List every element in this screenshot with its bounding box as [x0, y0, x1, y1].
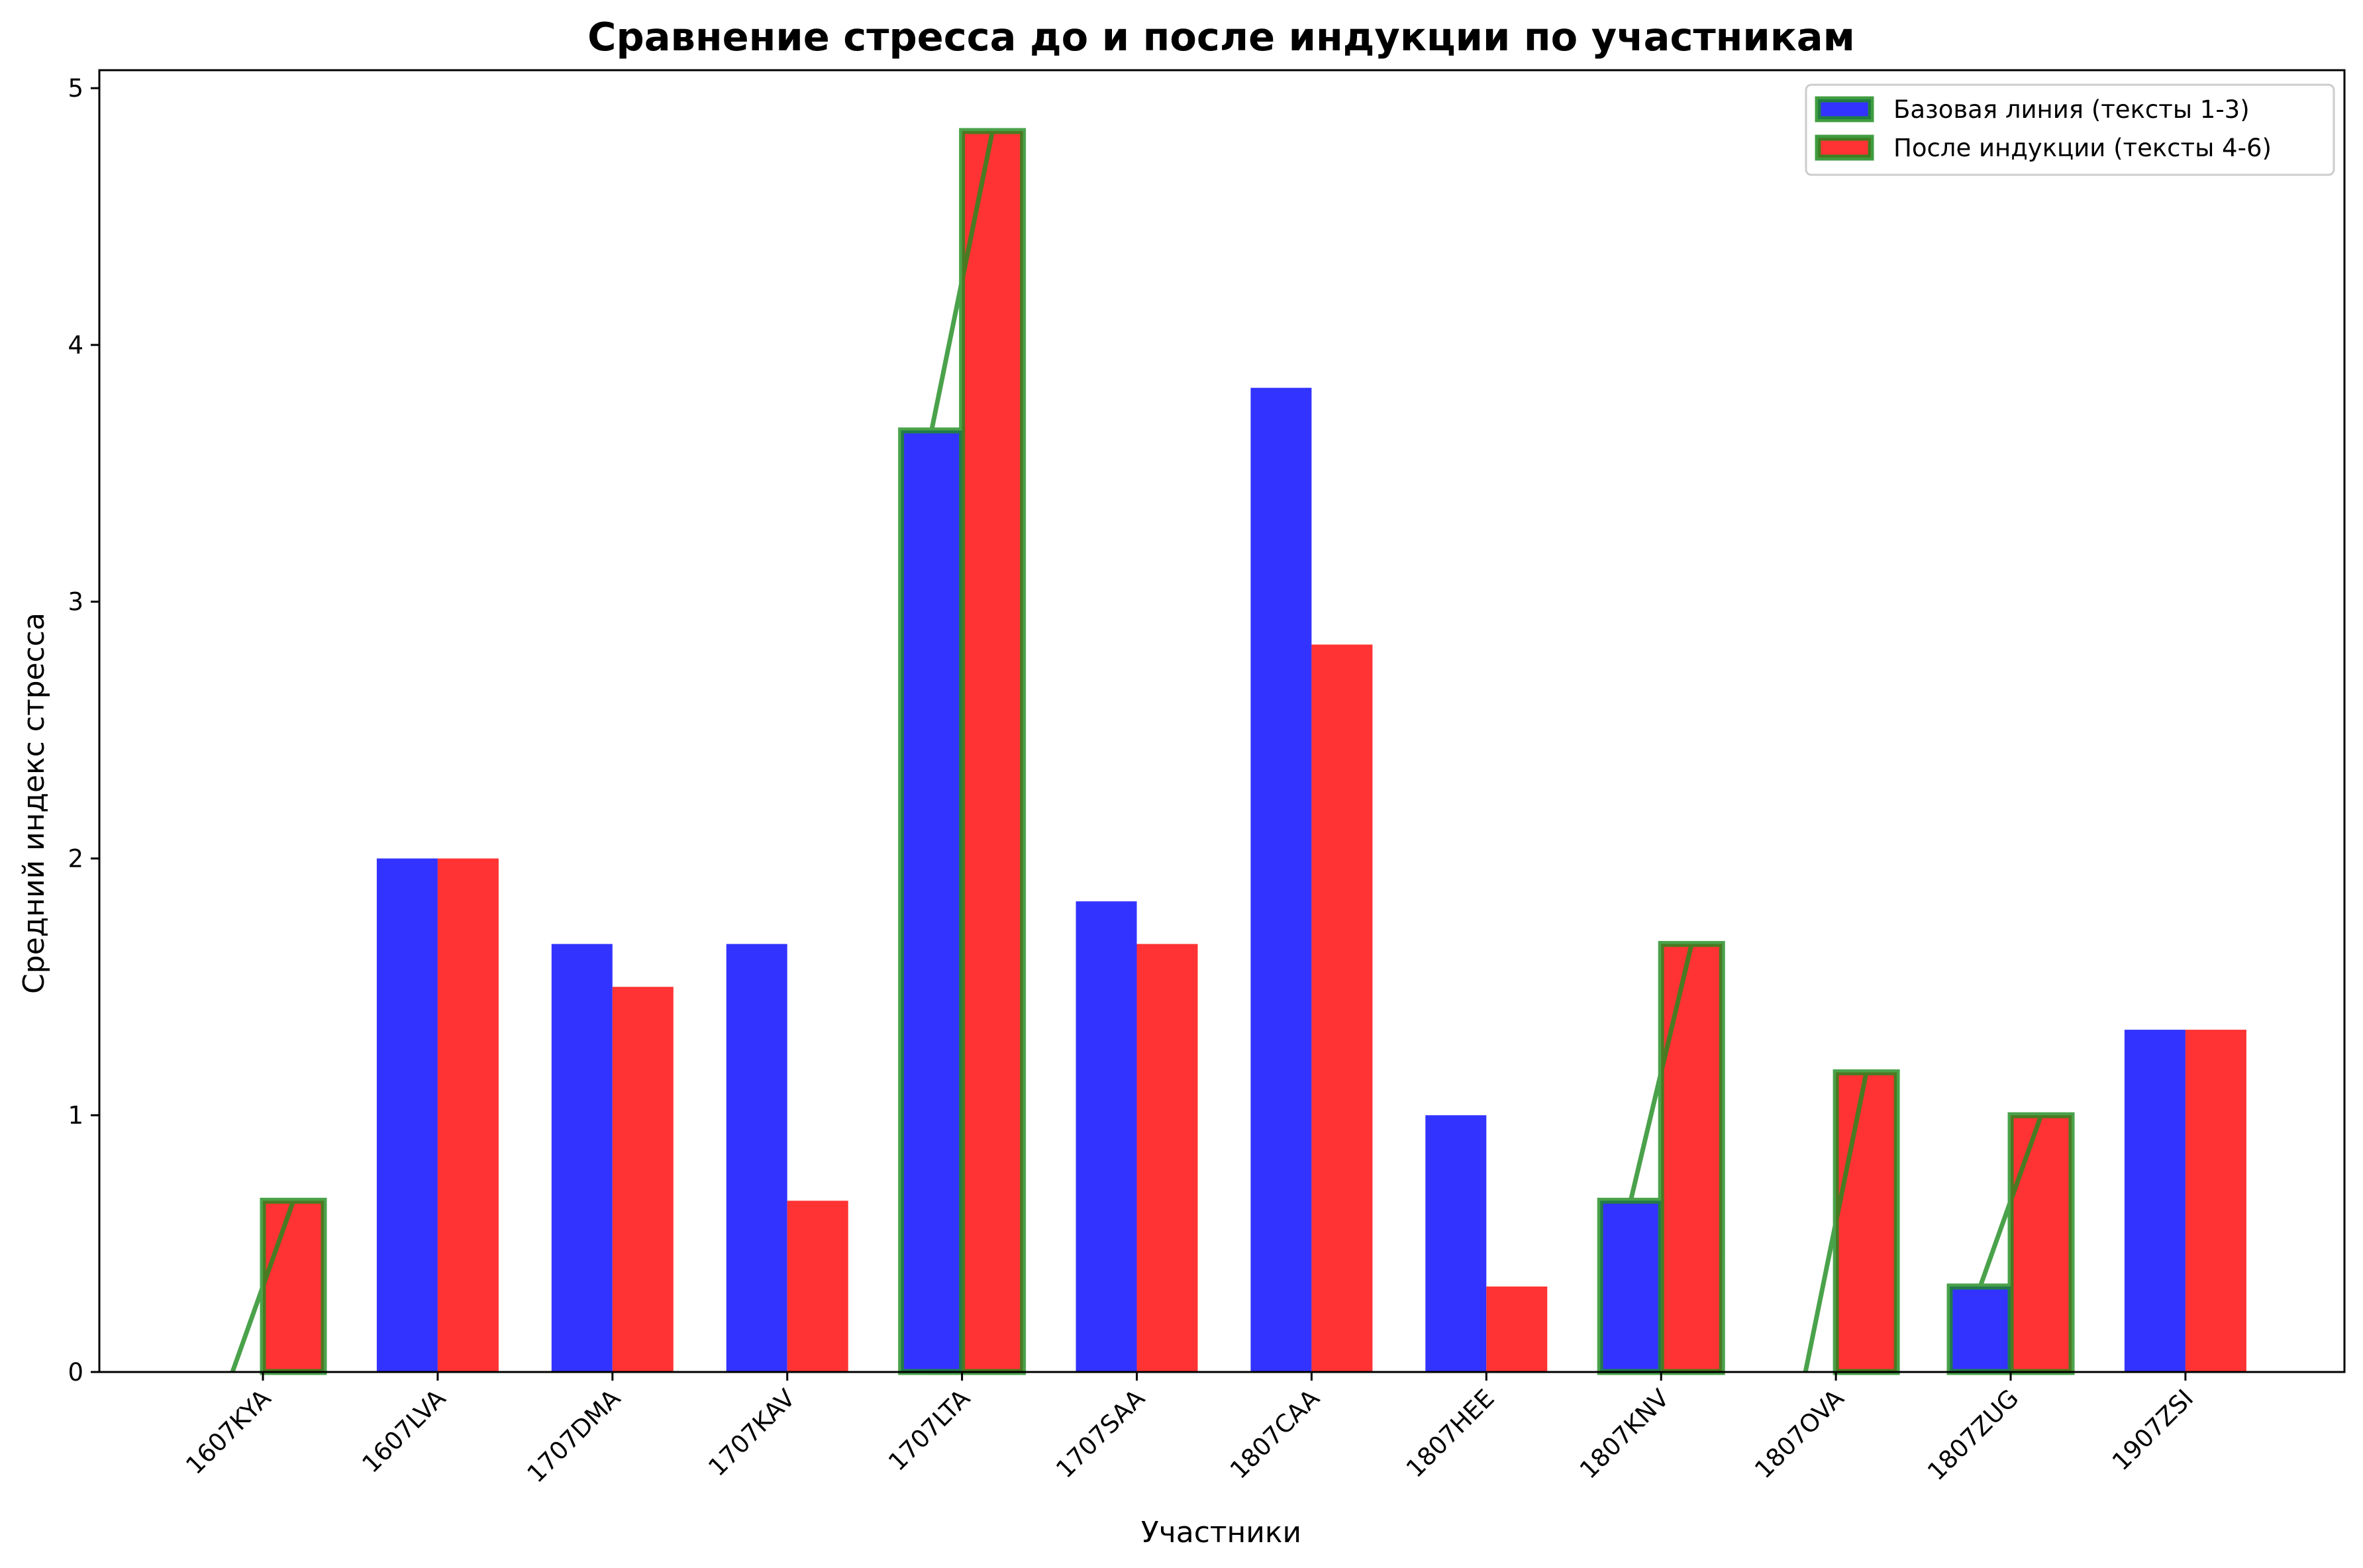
post-induction-bar-1707LTA — [962, 130, 1023, 1373]
baseline-bar-1807CAA — [1250, 387, 1312, 1372]
chart-title: Сравнение стресса до и после индукции по… — [587, 14, 1855, 60]
legend-label-0: Базовая линия (тексты 1-3) — [1893, 95, 2250, 124]
baseline-bar-1907ZSI — [2124, 1030, 2186, 1372]
change-line-1707LTA — [929, 130, 995, 431]
baseline-bar-1807KNV — [1600, 1200, 1662, 1372]
post-induction-bar-1707KAV — [787, 1200, 848, 1372]
baseline-bar-1707SAA — [1076, 901, 1137, 1372]
y-axis-label: Средний индекс стресса — [17, 612, 51, 994]
y-tick-label-1: 1 — [68, 1101, 83, 1130]
x-tick-label-1807CAA: 1807CAA — [1225, 1384, 1325, 1485]
legend: Базовая линия (тексты 1-3) После индукции… — [1805, 83, 2335, 176]
change-line-1807OVA — [1803, 1071, 1869, 1373]
change-line-1807ZUG — [1978, 1114, 2044, 1288]
legend-label-1: После индукции (тексты 4-6) — [1893, 134, 2272, 162]
post-induction-bar-1807KNV — [1661, 944, 1723, 1372]
x-tick-label-1807ZUG: 1807ZUG — [1922, 1384, 2024, 1486]
post-induction-bar-1707DMA — [612, 987, 674, 1372]
legend-box — [1805, 83, 2335, 176]
baseline-bar-1707DMA — [551, 944, 613, 1372]
post-induction-bar-1607KYA — [263, 1200, 324, 1372]
post-induction-bar-1807CAA — [1311, 644, 1373, 1373]
x-tick-label-1807KNV: 1807KNV — [1574, 1384, 1675, 1485]
x-tick-label-1707LTA: 1707LTA — [883, 1384, 976, 1477]
post-induction-bar-1807ZUG — [2011, 1115, 2072, 1372]
legend-swatch-0 — [1815, 96, 1874, 122]
y-tick-label-0: 0 — [68, 1358, 83, 1387]
post-induction-bar-1607LVA — [437, 858, 499, 1372]
x-tick-label-1607LVA: 1607LVA — [356, 1384, 451, 1479]
x-tick-label-1607KYA: 1607KYA — [180, 1384, 276, 1480]
x-tick-label-1807OVA: 1807OVA — [1749, 1384, 1849, 1484]
post-induction-bar-1807HEE — [1486, 1286, 1548, 1372]
change-line-1807KNV — [1628, 943, 1694, 1202]
x-axis-label: Участники — [1141, 1516, 1301, 1549]
plot-area: 0 1 2 3 4 5 1607KYA 1607LVA 1707DMA 1707KAV 1707LT… — [68, 69, 2346, 1489]
baseline-bar-1707KAV — [726, 944, 787, 1372]
y-tick-label-5: 5 — [68, 74, 83, 103]
post-induction-bar-1907ZSI — [2185, 1030, 2246, 1372]
post-induction-bar-1807OVA — [1836, 1072, 1897, 1372]
x-tick-label-1907ZSI: 1907ZSI — [2107, 1384, 2199, 1476]
y-tick-label-3: 3 — [68, 588, 83, 616]
baseline-bar-1807HEE — [1425, 1115, 1487, 1372]
baseline-bar-1607LVA — [376, 858, 438, 1372]
post-induction-bar-1707SAA — [1136, 944, 1198, 1372]
x-tick-label-1707SAA: 1707SAA — [1050, 1384, 1150, 1484]
plot-frame — [98, 69, 2346, 1373]
change-line-1607KYA — [230, 1200, 296, 1373]
legend-swatch-1 — [1815, 134, 1874, 161]
baseline-bar-1807ZUG — [1950, 1286, 2011, 1372]
x-tick-label-1807HEE: 1807HEE — [1401, 1384, 1500, 1483]
y-tick-label-2: 2 — [68, 844, 83, 873]
x-tick-label-1707DMA: 1707DMA — [522, 1384, 627, 1489]
x-tick-label-1707KAV: 1707KAV — [703, 1384, 801, 1482]
baseline-bar-1707LTA — [901, 430, 962, 1372]
y-tick-label-4: 4 — [68, 331, 83, 360]
